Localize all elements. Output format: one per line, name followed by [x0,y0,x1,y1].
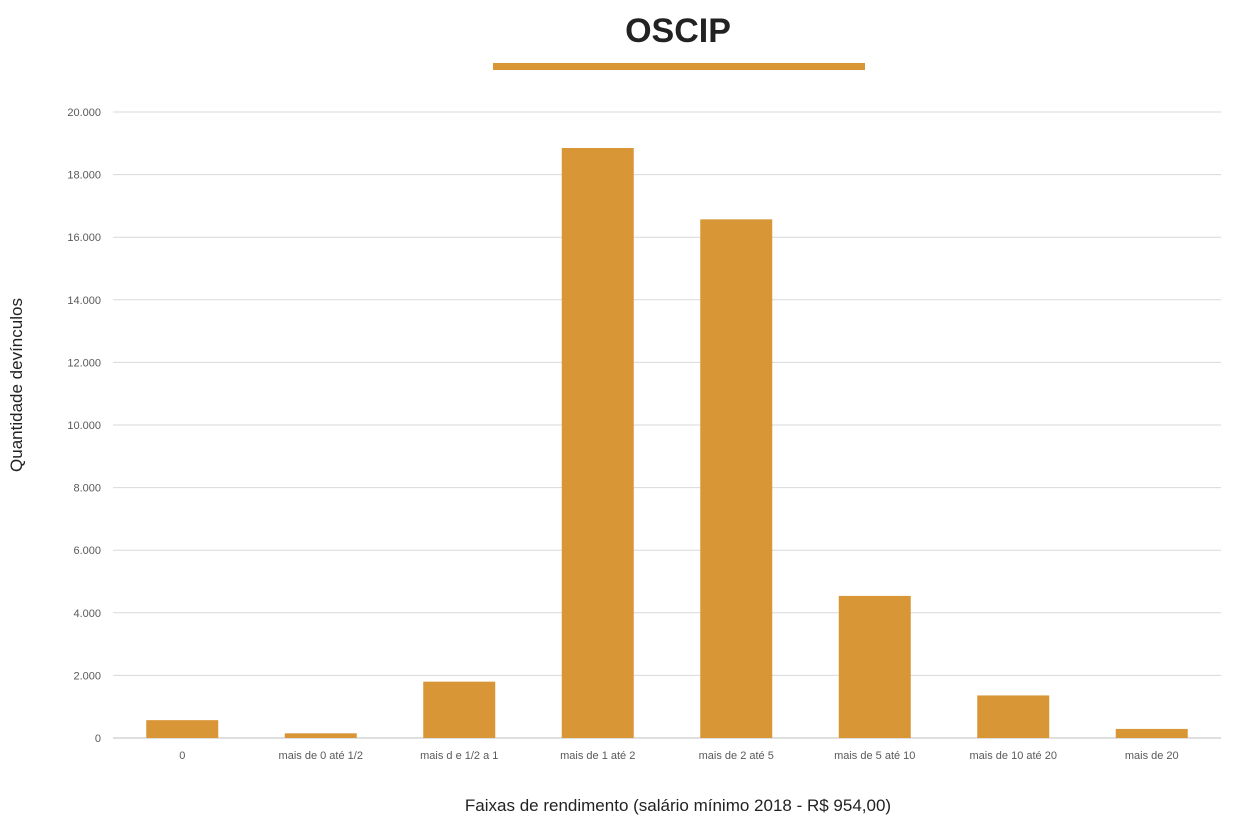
bar [700,219,773,738]
x-category-label: mais de 1 até 2 [560,750,635,762]
y-tick-label: 16.000 [67,232,101,244]
x-category-label: mais de 2 até 5 [699,750,774,762]
x-category-label: mais d e 1/2 a 1 [420,750,498,762]
bar [146,720,219,738]
y-tick-label: 12.000 [67,357,101,369]
x-category-label: mais de 5 até 10 [834,750,915,762]
bar [284,733,357,738]
y-axis-tick-labels: 0 2.000 4.000 6.000 8.000 10.000 12.000 14.000 1… [67,107,101,745]
y-tick-label: 4.000 [73,608,101,620]
bars [146,147,1188,738]
y-tick-label: 20.000 [67,107,101,119]
y-tick-label: 0 [95,733,101,745]
bar [977,695,1050,738]
y-tick-label: 10.000 [67,420,101,432]
y-tick-label: 18.000 [67,170,101,182]
x-axis-category-labels: 0 mais de 0 até 1/2 mais d e 1/2 a 1 mais d… [179,750,1178,762]
title-underline [493,63,865,70]
bar [838,595,911,738]
chart-title: OSCIP [625,12,731,50]
x-axis-title: Faixas de rendimento (salário mínimo 201… [465,796,891,815]
bar [561,147,634,738]
y-axis-title: Quantidade devínculos [7,298,26,472]
bar [1115,728,1188,738]
gridlines [113,111,1221,739]
x-category-label: mais de 0 até 1/2 [279,750,363,762]
y-tick-label: 2.000 [73,670,101,682]
y-tick-label: 14.000 [67,295,101,307]
bar [423,681,496,738]
y-tick-label: 6.000 [73,545,101,557]
x-category-label: 0 [179,750,185,762]
x-category-label: mais de 10 até 20 [970,750,1057,762]
x-category-label: mais de 20 [1125,750,1179,762]
y-tick-label: 8.000 [73,483,101,495]
